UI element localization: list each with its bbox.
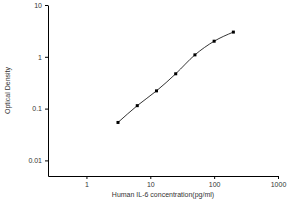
y-axis-line	[48, 6, 49, 177]
y-tick-label: 10	[34, 2, 42, 9]
y-tick-mark	[45, 109, 48, 110]
x-tick-mark	[150, 176, 151, 179]
y-tick: 0.1	[32, 105, 48, 112]
y-tick-label: 1	[38, 54, 42, 61]
point	[136, 104, 139, 107]
x-tick: 1000	[271, 176, 287, 188]
y-tick: 1	[38, 54, 48, 61]
x-axis-title: Human IL-6 concentration(pg/ml)	[112, 191, 214, 199]
x-tick: 10	[147, 176, 155, 188]
y-tick-label: 0.1	[32, 105, 42, 112]
point	[213, 40, 216, 43]
y-axis-title: Optical Density	[4, 66, 12, 114]
y-tick-label: 0.01	[28, 157, 42, 164]
x-tick-label: 1	[85, 181, 89, 188]
point	[116, 121, 119, 124]
y-tick-mark	[45, 160, 48, 161]
x-tick-label: 1000	[271, 181, 287, 188]
x-axis-line	[49, 176, 279, 177]
plot-area	[116, 31, 234, 124]
x-tick-label: 100	[209, 181, 221, 188]
curve	[118, 32, 233, 122]
y-tick-mark	[45, 5, 48, 6]
y-tick-mark	[45, 57, 48, 58]
x-axis: 1 10 100 1000	[49, 176, 287, 188]
y-axis: 0.01 0.1 1 10	[28, 2, 48, 177]
point	[232, 31, 235, 34]
point	[193, 53, 196, 56]
y-tick: 10	[34, 2, 48, 9]
x-tick: 1	[85, 176, 89, 188]
point	[174, 72, 177, 75]
chart: 1 10 100 1000 0.01 0.1 1 10 Human IL-6 concentra…	[0, 0, 300, 200]
x-tick: 100	[209, 176, 221, 188]
x-tick-mark	[278, 176, 279, 179]
x-tick-mark	[214, 176, 215, 179]
x-tick-label: 10	[147, 181, 155, 188]
point	[155, 89, 158, 92]
x-tick-mark	[86, 176, 87, 179]
y-tick: 0.01	[28, 157, 48, 164]
